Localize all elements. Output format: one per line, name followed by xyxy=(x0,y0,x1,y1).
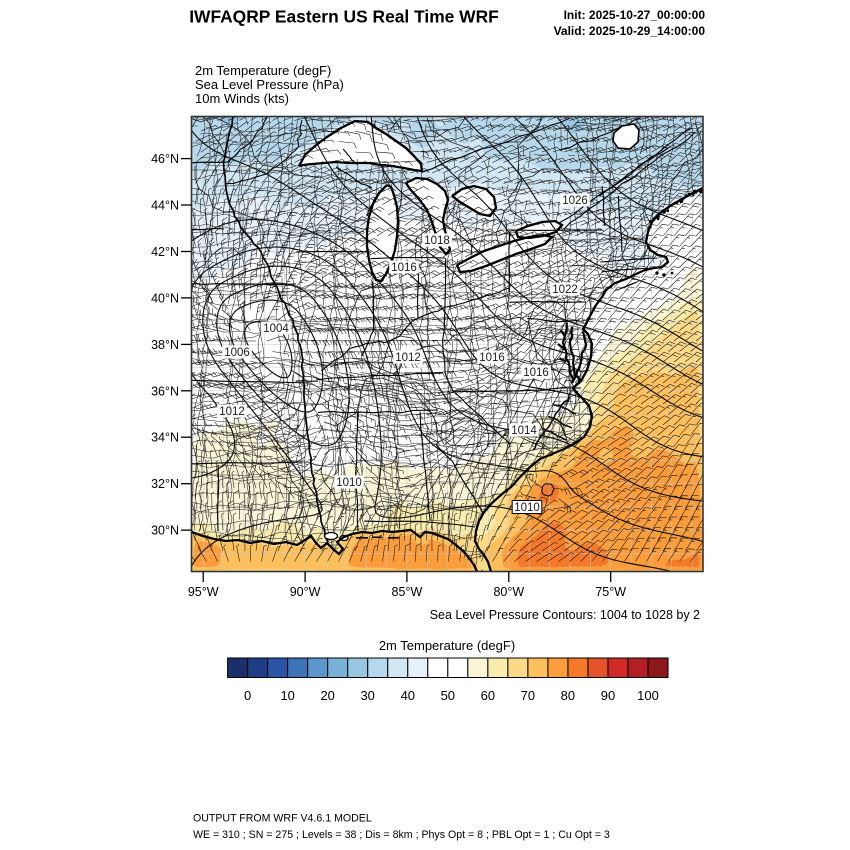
svg-text:1012: 1012 xyxy=(395,352,421,364)
svg-text:1010: 1010 xyxy=(336,477,362,489)
svg-text:1022: 1022 xyxy=(552,284,578,296)
svg-text:Init: 2025-10-27_00:00:00: Init: 2025-10-27_00:00:00 xyxy=(564,8,706,22)
svg-text:80°W: 80°W xyxy=(493,585,524,599)
svg-text:38°N: 38°N xyxy=(151,338,179,352)
svg-text:50: 50 xyxy=(441,688,455,703)
svg-text:1004: 1004 xyxy=(263,323,289,335)
svg-text:95°W: 95°W xyxy=(188,585,219,599)
svg-text:36°N: 36°N xyxy=(151,384,179,398)
svg-text:20: 20 xyxy=(320,688,334,703)
svg-text:1006: 1006 xyxy=(224,347,250,359)
svg-text:70: 70 xyxy=(521,688,535,703)
svg-text:1012: 1012 xyxy=(219,406,245,418)
svg-text:0: 0 xyxy=(244,688,251,703)
svg-text:85°W: 85°W xyxy=(392,585,423,599)
svg-text:1016: 1016 xyxy=(479,352,505,364)
svg-text:2m Temperature (degF): 2m Temperature (degF) xyxy=(379,638,515,653)
svg-text:WE = 310 ; SN = 275 ; Levels =: WE = 310 ; SN = 275 ; Levels = 38 ; Dis … xyxy=(193,829,610,841)
svg-text:2m Temperature (degF): 2m Temperature (degF) xyxy=(195,63,331,78)
svg-text:46°N: 46°N xyxy=(151,152,179,166)
svg-text:1016: 1016 xyxy=(523,367,549,379)
svg-text:80: 80 xyxy=(561,688,575,703)
svg-text:10: 10 xyxy=(280,688,294,703)
svg-text:30°N: 30°N xyxy=(151,524,179,538)
svg-text:32°N: 32°N xyxy=(151,477,179,491)
svg-text:1026: 1026 xyxy=(562,195,588,207)
svg-text:30: 30 xyxy=(360,688,374,703)
svg-text:44°N: 44°N xyxy=(151,199,179,213)
svg-text:1010: 1010 xyxy=(514,502,540,514)
svg-text:60: 60 xyxy=(481,688,495,703)
svg-text:Valid: 2025-10-29_14:00:00: Valid: 2025-10-29_14:00:00 xyxy=(554,24,706,38)
svg-text:1018: 1018 xyxy=(424,235,450,247)
svg-text:34°N: 34°N xyxy=(151,431,179,445)
svg-text:42°N: 42°N xyxy=(151,245,179,259)
svg-text:100: 100 xyxy=(637,688,659,703)
svg-text:40: 40 xyxy=(401,688,415,703)
svg-text:90: 90 xyxy=(601,688,615,703)
svg-text:OUTPUT FROM WRF V4.6.1 MODEL: OUTPUT FROM WRF V4.6.1 MODEL xyxy=(193,813,372,825)
svg-text:IWFAQRP Eastern US Real Time W: IWFAQRP Eastern US Real Time WRF xyxy=(189,7,499,27)
svg-text:40°N: 40°N xyxy=(151,291,179,305)
svg-text:1016: 1016 xyxy=(391,262,417,274)
svg-text:Sea Level Pressure (hPa): Sea Level Pressure (hPa) xyxy=(195,77,344,92)
svg-text:10m Winds (kts): 10m Winds (kts) xyxy=(195,91,289,106)
svg-text:1014: 1014 xyxy=(511,425,537,437)
svg-text:90°W: 90°W xyxy=(290,585,321,599)
svg-text:75°W: 75°W xyxy=(595,585,626,599)
svg-text:Sea Level Pressure Contours: 1: Sea Level Pressure Contours: 1004 to 102… xyxy=(430,608,700,622)
